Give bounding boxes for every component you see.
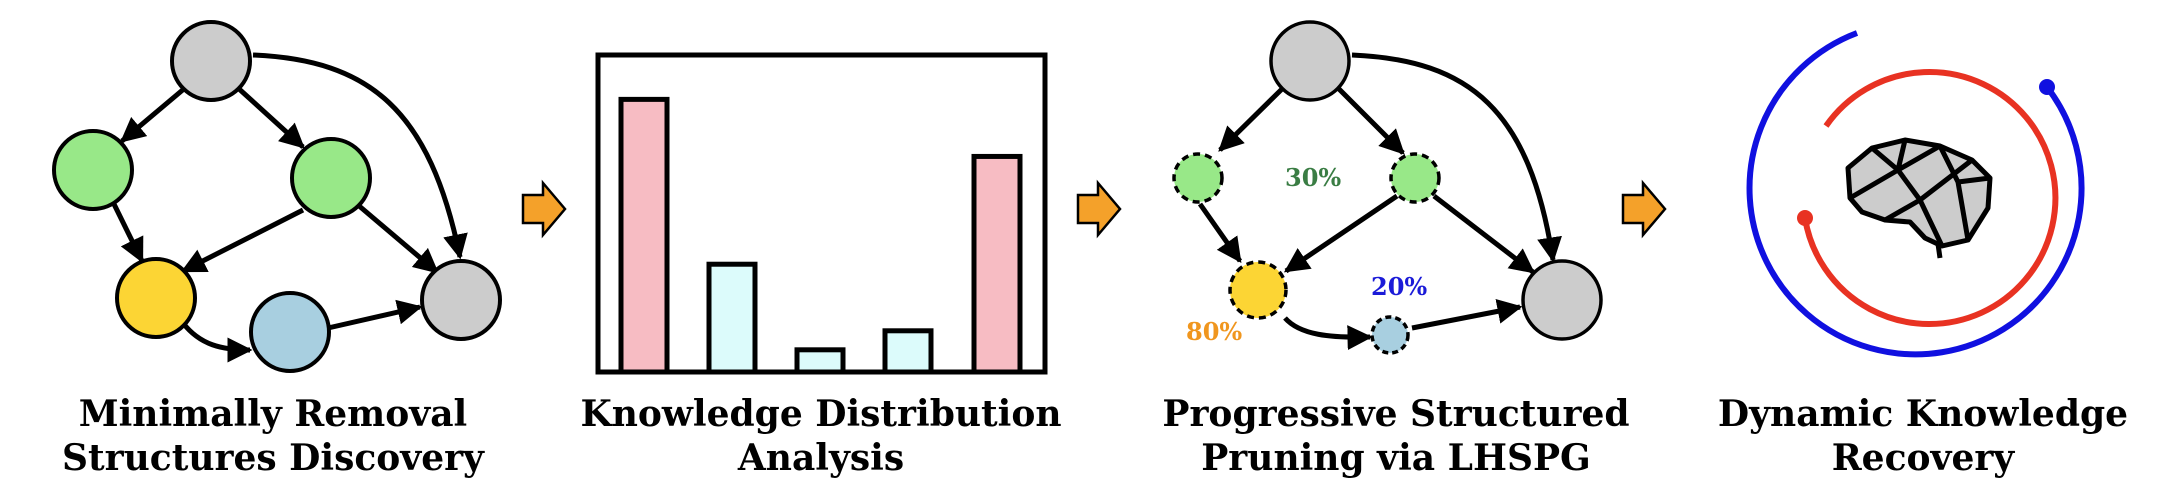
edge [1411,299,1523,331]
edge [181,321,253,363]
bar [706,261,758,375]
node-gray [1521,259,1603,341]
flow-arrow-icon [521,179,567,239]
node-green-pruned [1172,152,1224,204]
bar [618,96,670,375]
caption-line2: Recovery [1832,437,2016,479]
caption-line1: Dynamic Knowledge [1718,393,2128,435]
bar [794,347,846,375]
recovery-ring-blue [1746,30,2085,358]
caption-line1: Progressive Structured [1162,393,1629,435]
ring-end-dot [2039,79,2055,95]
panel-graph-discovery: Minimally Removal Structures Discovery [52,20,502,479]
node-green [52,129,134,211]
edge [1218,86,1285,152]
node-gray [170,20,252,102]
node-green-pruned [1389,152,1441,204]
node-blue [249,291,331,373]
node-yellow-pruned [1228,260,1288,320]
recovery-ring-red [1802,69,2059,327]
panel-progressive-pruning: 30% 20% 80% Progressive Structured Pruni… [1162,20,1630,479]
pruning-ratio-yellow: 80% [1186,317,1242,346]
ring-end-dot [1797,210,1813,226]
edge [180,207,305,274]
caption-line1: Knowledge Distribution [580,393,1061,435]
caption-line2: Analysis [737,437,904,479]
node-blue-pruned [1370,315,1410,355]
node-gray [1269,20,1351,102]
node-green [290,137,372,219]
edge [1283,193,1399,274]
edge [120,86,187,143]
node-gray [420,259,502,341]
edge [236,86,305,149]
edge [1351,52,1562,263]
caption-line1: Minimally Removal [79,393,467,435]
node-yellow [115,257,197,339]
edge [356,203,439,274]
edge [1432,194,1535,274]
pruning-ratio-green: 30% [1285,163,1341,192]
brain-icon [1845,137,1993,259]
edge [1283,316,1373,351]
edge [109,198,145,264]
flow-arrow-icon [1621,179,1667,239]
edge [1336,86,1405,155]
panel-knowledge-recovery: Dynamic Knowledge Recovery [1718,30,2128,479]
edge [327,299,423,331]
bar [971,153,1023,375]
caption-line2: Pruning via LHSPG [1201,437,1591,479]
bar [882,328,934,375]
edge [252,52,468,260]
flow-arrow-icon [1076,179,1122,239]
edge [1197,202,1243,264]
pruning-ratio-blue: 20% [1371,272,1427,301]
panel-knowledge-distribution: Knowledge Distribution Analysis [580,52,1062,479]
caption-line2: Structures Discovery [62,437,485,479]
